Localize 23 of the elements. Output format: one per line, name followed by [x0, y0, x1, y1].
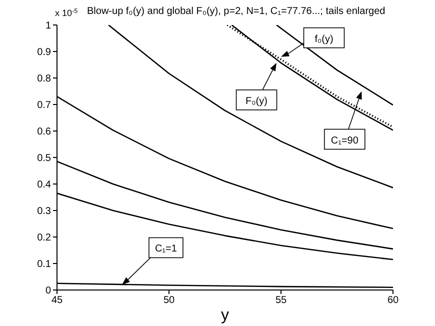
y-tick-label: 0.9 [37, 47, 52, 58]
y-tick-label: 0.7 [37, 100, 52, 112]
y-tick-label: 0.6 [37, 126, 52, 138]
text: x 10$^{-5}$ [55, 8, 78, 18]
y-tick-label: 0.2 [37, 232, 52, 244]
y-tick-label: 0 [45, 286, 52, 297]
line-series [108, 25, 393, 188]
chart-title: Blow-up f₀(y) and global F₀(y), p=2, N=1, C₁=77.76...; tails enlarged [87, 6, 386, 17]
y-tick-label: 1 [45, 20, 52, 32]
x-tick-label: 50 [163, 295, 175, 306]
y-tick-label: 0.1 [37, 259, 52, 270]
annotation: C₁=90 [330, 135, 359, 146]
x-tick-label: 55 [275, 295, 287, 306]
x-tick-label: 45 [51, 295, 63, 306]
annotation: C₁=1 [154, 244, 178, 255]
x-axis-title: y [221, 307, 229, 324]
y-tick-label: 0.8 [37, 74, 52, 85]
annotation: F₀(y) [246, 96, 268, 107]
y-tick-label: 0.3 [37, 206, 52, 218]
y-tick-label: 0.4 [37, 180, 52, 191]
y-tick-label: 0.5 [37, 153, 52, 164]
annotation: f₀(y) [314, 34, 334, 45]
x-tick-label: 60 [387, 295, 399, 306]
